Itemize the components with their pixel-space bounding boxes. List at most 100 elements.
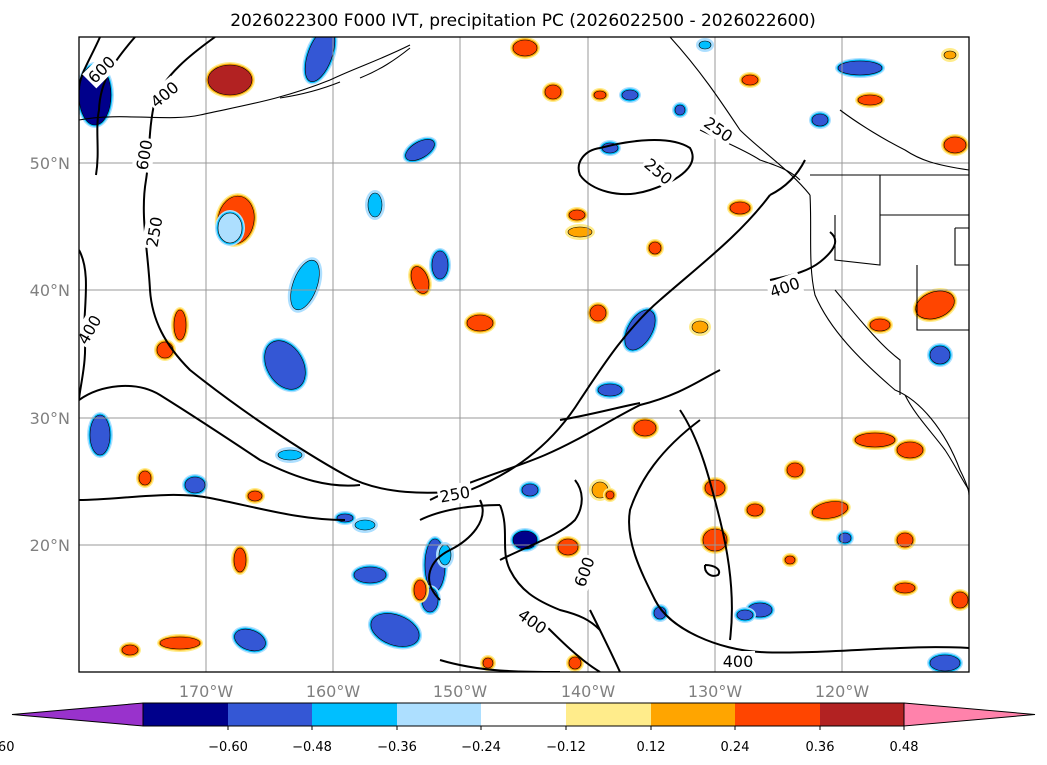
precip-anomaly-blob	[436, 542, 454, 568]
precip-anomaly-blob	[941, 48, 959, 62]
precip-anomaly-blob	[809, 111, 831, 129]
contour-label: 400	[721, 651, 755, 671]
precip-anomaly-blob	[587, 302, 609, 324]
precip-anomaly-blob	[119, 642, 141, 658]
colorbar-tick-label: −0.12	[546, 740, 586, 755]
precip-anomaly-blob	[231, 626, 269, 654]
ivt-contour-line	[769, 159, 806, 196]
precip-anomaly-blob	[352, 517, 378, 533]
colorbar-segment	[143, 703, 228, 726]
colorbar-tick-label: 0.36	[806, 740, 835, 755]
precip-anomaly-blob	[867, 316, 893, 334]
precip-anomaly-blob	[231, 545, 249, 575]
colorbar: −0.60 −0.48 −0.36 −0.24 −0.12 0.12 0.24 0.36 0.4…	[0, 702, 1036, 755]
svg-text:400: 400	[723, 652, 754, 671]
precip-anomaly-blob	[565, 224, 595, 240]
colorbar-tick-label: −0.36	[377, 740, 417, 755]
ivt-contour-line	[559, 402, 641, 421]
precip-anomaly-blob	[651, 604, 669, 622]
ivt-contour-line	[499, 504, 601, 631]
coastline	[79, 44, 411, 121]
precip-anomaly-blob	[261, 337, 309, 393]
precip-anomaly-blob	[542, 82, 564, 102]
precip-anomaly-blob	[510, 37, 540, 59]
precip-anomaly-blob	[892, 580, 918, 596]
precip-anomaly-blob	[215, 210, 245, 246]
precip-anomaly-blob	[836, 530, 854, 546]
colorbar-tick-label: 0.60	[0, 740, 14, 755]
ivt-contour-line	[95, 37, 136, 176]
precip-anomaly-blob	[646, 239, 664, 257]
colorbar-segment	[566, 703, 651, 726]
ivt-contour-line	[79, 384, 361, 487]
colorbar-tick-label: −0.48	[292, 740, 332, 755]
colorbar-extend-low	[11, 702, 144, 727]
precip-anomaly-blob	[894, 530, 916, 550]
lat-tick-label: 30°N	[30, 409, 70, 428]
coastline	[839, 109, 969, 171]
coastline	[809, 194, 969, 496]
lat-tick-label: 40°N	[30, 281, 70, 300]
precip-anomaly-blob	[367, 610, 423, 650]
coastline	[916, 265, 969, 331]
precip-anomaly-blob	[621, 307, 659, 353]
precip-anomaly-blob	[351, 564, 389, 586]
precip-anomaly-blob	[852, 430, 898, 450]
ivt-contour-line	[703, 564, 721, 577]
precip-anomaly-blob	[631, 417, 659, 439]
precipitation-fill-layer	[79, 37, 969, 672]
ivt-contour-line	[679, 409, 733, 641]
contour-label: 600	[131, 136, 157, 174]
precip-anomaly-blob	[912, 288, 958, 322]
precip-anomaly-blob	[809, 498, 851, 522]
precip-anomaly-blob	[519, 481, 541, 499]
precip-anomaly-blob	[835, 58, 885, 78]
precip-anomaly-blob	[287, 257, 323, 313]
precip-anomaly-blob	[927, 343, 953, 367]
precip-anomaly-blob	[480, 655, 496, 671]
coastline	[954, 227, 969, 266]
precip-anomaly-blob	[302, 37, 338, 85]
colorbar-frame	[142, 702, 905, 727]
coastline	[904, 394, 969, 491]
ivt-contour-line	[577, 139, 694, 196]
lat-tick-label: 20°N	[30, 536, 70, 555]
precip-anomaly-blob	[949, 589, 969, 611]
precip-anomaly-blob	[154, 339, 176, 361]
precip-anomaly-blob	[927, 652, 963, 672]
precip-anomaly-blob	[782, 553, 798, 567]
precip-anomaly-blob	[429, 248, 451, 282]
precip-anomaly-blob	[591, 88, 609, 102]
colorbar-segment	[312, 703, 397, 726]
coastline	[279, 47, 411, 99]
colorbar-segment	[228, 703, 312, 726]
contour-label: 250	[141, 213, 167, 251]
colorbar-tick-label: −0.24	[461, 740, 501, 755]
precip-anomaly-blob	[727, 199, 753, 217]
ivt-contour-line	[499, 479, 583, 561]
longitude-labels: 170°W 160°W 150°W 140°W 130°W 120°W	[179, 682, 870, 701]
precip-anomaly-blob	[411, 577, 429, 603]
ivt-contour-line	[429, 369, 721, 501]
map-background	[79, 37, 969, 672]
precip-anomaly-blob	[464, 312, 496, 334]
colorbar-segment	[735, 703, 820, 726]
colorbar-tick-label: 0.24	[721, 740, 750, 755]
precip-anomaly-blob	[171, 307, 189, 343]
contour-label: 250	[436, 481, 474, 507]
latitude-labels: 50°N 40°N 30°N 20°N	[30, 154, 70, 555]
ivt-contour-line	[419, 504, 501, 521]
precip-anomaly-blob	[744, 501, 766, 519]
colorbar-segment	[820, 703, 904, 726]
coastline	[834, 289, 901, 395]
precip-anomaly-blob	[136, 468, 154, 488]
precip-anomaly-blob	[739, 72, 761, 88]
chart-title: 2026022300 F000 IVT, precipitation PC (2…	[230, 11, 816, 31]
ivt-contour-line	[589, 609, 621, 672]
precip-anomaly-blob	[894, 439, 926, 461]
lon-tick-label: 140°W	[561, 682, 616, 701]
colorbar-segment	[651, 703, 735, 726]
precip-anomaly-blob	[566, 654, 584, 672]
precip-anomaly-blob	[619, 87, 641, 103]
precip-anomaly-blob	[182, 474, 208, 496]
